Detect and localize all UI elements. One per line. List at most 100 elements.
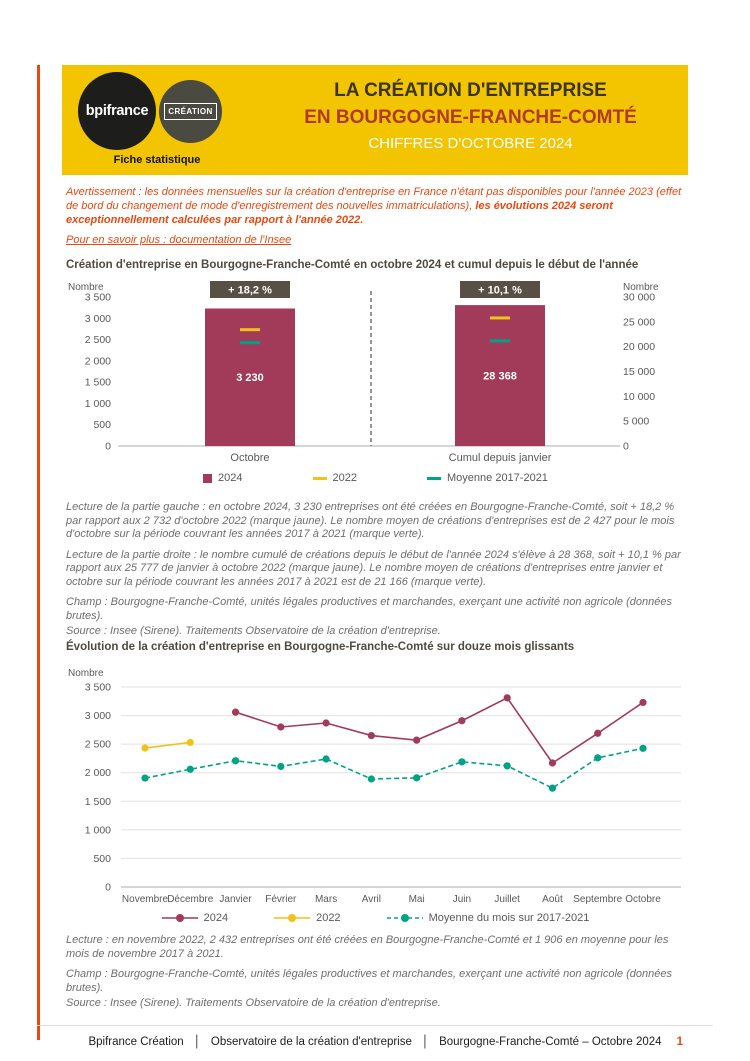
- svg-text:+ 10,1 %: + 10,1 %: [478, 285, 522, 297]
- header-banner: bpifrance CRÉATION Fiche statistique LA …: [62, 65, 688, 175]
- footer-brand: Bpifrance Création: [88, 1036, 184, 1048]
- data-point: [367, 775, 375, 783]
- data-point: [594, 754, 602, 762]
- svg-text:2 000: 2 000: [85, 355, 111, 367]
- dash-marker-icon: [427, 476, 442, 480]
- lecture-left-text: Lecture de la partie gauche : en octobre…: [66, 501, 675, 540]
- data-point: [639, 744, 647, 752]
- title-line-1: LA CRÉATION D'ENTREPRISE: [334, 80, 607, 101]
- svg-text:3 000: 3 000: [85, 710, 111, 722]
- svg-text:Nombre: Nombre: [68, 282, 104, 293]
- section2-notes: Lecture : en novembre 2022, 2 432 entrep…: [66, 934, 688, 1013]
- bpifrance-logo-text: bpifrance: [85, 103, 149, 119]
- champ-text: Champ : Bourgogne-Franche-Comté, unités …: [66, 968, 672, 994]
- legend-item: 2024: [161, 912, 228, 924]
- svg-text:Septembre: Septembre: [573, 894, 622, 905]
- svg-text:Août: Août: [542, 894, 563, 905]
- line-marker-icon: [161, 914, 198, 922]
- svg-text:0: 0: [105, 882, 111, 894]
- bar-2024: [455, 305, 545, 446]
- svg-text:15 000: 15 000: [623, 366, 655, 378]
- champ-text: Champ : Bourgogne-Franche-Comté, unités …: [66, 596, 672, 622]
- series-line: [144, 741, 191, 749]
- svg-text:Février: Février: [265, 894, 297, 905]
- data-point: [141, 774, 149, 782]
- svg-text:30 000: 30 000: [623, 292, 655, 304]
- marker-2022: [240, 328, 260, 332]
- series-line: [235, 696, 644, 765]
- legend-item: 2022: [274, 912, 341, 924]
- svg-text:Mars: Mars: [315, 894, 337, 905]
- data-point: [141, 744, 149, 752]
- title-line-3: CHIFFRES D'OCTOBRE 2024: [368, 135, 573, 152]
- svg-text:Décembre: Décembre: [167, 894, 214, 905]
- svg-text:Cumul depuis janvier: Cumul depuis janvier: [449, 452, 552, 464]
- data-point: [277, 762, 285, 771]
- warning-regular-text: Avertissement : les données mensuelles s…: [66, 186, 682, 212]
- data-point: [322, 719, 330, 727]
- footer-separator: │: [421, 1036, 430, 1048]
- marker-2022: [490, 316, 510, 320]
- warning-bold-text: les évolutions 2024 seront exceptionnell…: [66, 200, 613, 226]
- data-point: [186, 738, 194, 747]
- title-line-2: EN BOURGOGNE-FRANCHE-COMTÉ: [304, 107, 637, 128]
- svg-text:20 000: 20 000: [623, 341, 655, 353]
- data-point: [503, 762, 511, 770]
- evolution-badge: [460, 281, 540, 298]
- source-text: Source : Insee (Sirene). Traitements Obs…: [66, 997, 441, 1009]
- legend-item: Moyenne 2017-2021: [427, 472, 548, 484]
- data-point: [367, 731, 375, 740]
- legend-item: Moyenne du mois sur 2017-2021: [386, 912, 589, 924]
- svg-text:Avril: Avril: [362, 894, 381, 905]
- svg-text:0: 0: [623, 441, 629, 453]
- lecture-right-text: Lecture de la partie droite : le nombre …: [66, 548, 681, 588]
- data-point: [231, 708, 240, 716]
- report-title: LA CRÉATION D'ENTREPRISE EN BOURGOGNE-FR…: [267, 80, 674, 152]
- data-point: [458, 717, 466, 725]
- data-point: [503, 694, 511, 702]
- section1-title: Création d'entreprise en Bourgogne-Franc…: [66, 259, 639, 271]
- creation-logo-text: CRÉATION: [164, 103, 217, 120]
- creation-logo: CRÉATION: [159, 80, 222, 143]
- data-point: [639, 698, 647, 707]
- svg-text:2 500: 2 500: [85, 334, 111, 346]
- svg-text:1 000: 1 000: [85, 824, 111, 836]
- footer: Bpifrance Création │ Observatoire de la cr…: [37, 1025, 713, 1048]
- data-point: [231, 757, 240, 765]
- line-marker-icon: [386, 914, 423, 922]
- svg-text:500: 500: [93, 419, 111, 431]
- fiche-statistique-label: Fiche statistique: [113, 154, 201, 166]
- page-number: 1: [676, 1036, 683, 1048]
- bar-2024: [205, 308, 295, 446]
- bpifrance-logo: bpifrance: [78, 72, 156, 150]
- marker-mean: [490, 339, 510, 343]
- svg-text:3 500: 3 500: [85, 682, 111, 694]
- footer-observatory: Observatoire de la création d'entreprise: [210, 1036, 412, 1048]
- svg-text:1 000: 1 000: [85, 398, 111, 410]
- svg-text:28 368: 28 368: [483, 371, 517, 383]
- data-point: [594, 729, 602, 737]
- data-point: [413, 736, 421, 744]
- svg-text:3 230: 3 230: [236, 372, 264, 384]
- svg-text:Novembre: Novembre: [122, 894, 169, 905]
- dash-marker-icon: [312, 476, 327, 480]
- line-chart-legend: 2024 2022 Moyenne du mois sur 2017-2021: [63, 912, 688, 924]
- svg-text:2 500: 2 500: [85, 739, 111, 751]
- warning-text: Avertissement : les données mensuelles s…: [66, 185, 686, 227]
- insee-documentation-link[interactable]: Pour en savoir plus : documentation de l…: [66, 234, 292, 246]
- source-text: Source : Insee (Sirene). Traitements Obs…: [66, 625, 441, 637]
- footer-separator: │: [193, 1036, 201, 1048]
- series-line: [144, 747, 644, 790]
- data-point: [413, 774, 421, 782]
- bar-chart-block: Nombre Nombre 3 500 3 000 2 500 2 000 1 500 1 0…: [63, 279, 688, 484]
- legend-item: 2022: [312, 472, 357, 484]
- data-point: [322, 755, 330, 763]
- marker-mean: [240, 341, 260, 345]
- footer-region-date: Bourgogne-Franche-Comté – Octobre 2024: [439, 1036, 662, 1048]
- svg-text:Octobre: Octobre: [230, 452, 269, 464]
- line-chart-block: Nombre 3 500 3 000 2 500 2 000 1 500 1 000 500 0…: [63, 662, 688, 924]
- square-marker-icon: [203, 473, 213, 483]
- bar-chart-legend: 2024 2022 Moyenne 2017-2021: [63, 472, 688, 484]
